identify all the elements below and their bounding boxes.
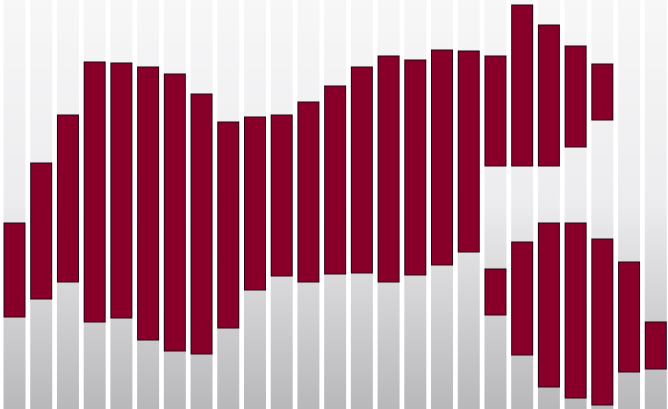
bar	[537, 24, 560, 167]
bar	[243, 116, 266, 291]
bar	[163, 73, 186, 352]
bar	[618, 261, 641, 373]
column-background	[644, 0, 667, 409]
bar	[591, 63, 614, 121]
bars	[3, 4, 667, 406]
bar	[270, 114, 293, 277]
bar	[350, 66, 373, 274]
bar	[484, 268, 507, 316]
bar	[484, 55, 507, 167]
bar	[56, 114, 79, 283]
bar	[377, 55, 400, 283]
bar	[83, 61, 106, 323]
bar	[511, 241, 534, 356]
bar	[137, 66, 160, 341]
bar	[537, 222, 560, 388]
bar	[564, 45, 587, 148]
bar	[297, 101, 320, 283]
bar	[217, 121, 240, 329]
bar	[3, 222, 26, 318]
bar	[404, 59, 427, 276]
bar	[644, 321, 667, 370]
bar	[110, 62, 133, 319]
bar	[564, 222, 587, 399]
bar	[457, 50, 480, 253]
bar	[324, 85, 347, 275]
column-background	[3, 0, 26, 409]
bar	[190, 93, 213, 355]
bar	[431, 49, 454, 266]
bar	[511, 4, 534, 167]
bar	[591, 238, 614, 406]
bar	[30, 162, 53, 300]
